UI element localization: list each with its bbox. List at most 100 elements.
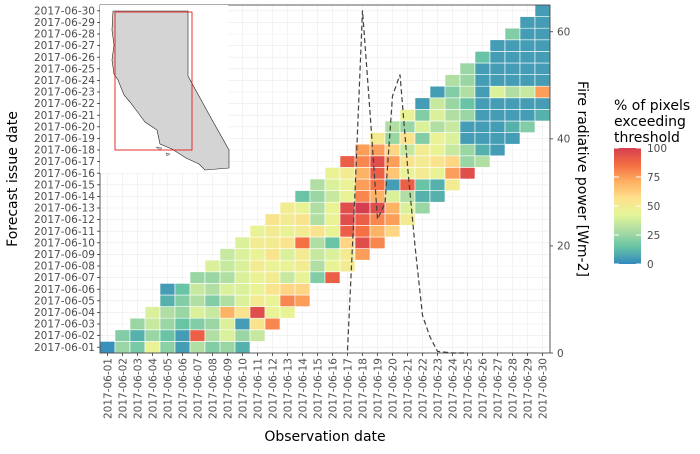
heatmap-cell <box>444 120 461 133</box>
heatmap-cell <box>414 190 431 203</box>
heatmap-cell <box>384 120 401 133</box>
x-tick-label: 2017-06-08 <box>207 358 219 419</box>
heatmap-cell <box>309 259 326 273</box>
heatmap-cell <box>504 97 521 110</box>
heatmap-cell <box>204 294 221 307</box>
secondary-y-axis: 0 20 40 60 <box>550 27 570 360</box>
heatmap-cell <box>414 97 431 110</box>
heatmap-cell <box>144 341 161 354</box>
heatmap-cell <box>249 317 266 331</box>
heatmap-cell <box>309 190 326 203</box>
heatmap-cell <box>429 85 446 99</box>
heatmap-cell <box>414 132 431 145</box>
heatmap-cell <box>204 259 221 273</box>
heatmap-cell <box>294 213 311 226</box>
heatmap-cell <box>354 190 371 203</box>
heatmap-cell <box>444 109 461 122</box>
x-tick-label: 2017-06-11 <box>252 358 264 419</box>
heatmap-cell <box>324 178 341 191</box>
heatmap-cell <box>384 178 401 191</box>
heatmap-cell <box>339 213 356 226</box>
legend-tick-label: 50 <box>647 201 660 213</box>
heatmap-cell <box>459 97 476 110</box>
heatmap-cell <box>339 259 356 273</box>
heatmap-cell <box>429 97 446 110</box>
heatmap-cell <box>414 155 431 168</box>
y-tick-label: 2017-06-06 <box>34 284 95 296</box>
heatmap-cell <box>459 109 476 122</box>
x-tick-label: 2017-06-13 <box>282 358 294 419</box>
y-tick-label: 2017-06-26 <box>34 52 95 64</box>
heatmap-cell <box>384 143 401 157</box>
heatmap-cell <box>189 317 206 331</box>
heatmap-cell <box>399 190 416 203</box>
heatmap-cell <box>279 225 296 238</box>
legend-title-line-3: threshold <box>614 130 680 146</box>
heatmap-cell <box>114 329 131 342</box>
heatmap-cell <box>219 317 236 331</box>
y-tick-label: 2017-06-29 <box>34 17 95 29</box>
heatmap-cell <box>249 306 266 319</box>
x-tick-label: 2017-06-05 <box>162 358 174 419</box>
heatmap-cell <box>249 225 266 238</box>
y-tick-label: 2017-06-02 <box>34 330 95 342</box>
heatmap-cell <box>309 213 326 226</box>
heatmap-cell <box>264 306 281 319</box>
heatmap-cell <box>384 190 401 203</box>
y2-tick-label: 0 <box>557 348 564 360</box>
california-inset-map <box>100 5 230 173</box>
x-tick-label: 2017-06-23 <box>432 358 444 419</box>
y-tick-label: 2017-06-19 <box>34 133 95 145</box>
x-tick-label: 2017-06-19 <box>372 358 384 419</box>
legend-title-line-1: % of pixels <box>614 98 690 114</box>
y-tick-label: 2017-06-24 <box>34 75 95 87</box>
heatmap-cell <box>474 74 491 87</box>
heatmap-cell <box>189 341 206 354</box>
y-tick-label: 2017-06-23 <box>34 87 95 99</box>
heatmap-cell <box>444 143 461 157</box>
heatmap-cell <box>519 97 536 110</box>
x-tick-label: 2017-06-18 <box>357 358 369 419</box>
heatmap-cell <box>249 248 266 261</box>
heatmap-cell <box>504 62 521 75</box>
heatmap-cell <box>99 341 116 354</box>
heatmap-cell <box>474 85 491 99</box>
heatmap-cell <box>519 39 536 52</box>
heatmap-cell <box>339 190 356 203</box>
heatmap-cells <box>99 4 551 354</box>
region-box <box>114 11 193 151</box>
heatmap-cell <box>519 74 536 87</box>
heatmap-cell <box>234 236 251 249</box>
x-axis-title: Observation date <box>264 429 385 445</box>
heatmap-cell <box>534 62 551 75</box>
heatmap-cell <box>519 16 536 29</box>
heatmap-cell <box>174 329 191 342</box>
y2-tick-label: 20 <box>557 241 570 253</box>
heatmap-cell <box>474 51 491 64</box>
heatmap-cell <box>459 62 476 75</box>
heatmap-cell <box>309 178 326 191</box>
y-tick-label: 2017-06-27 <box>34 40 95 52</box>
x-tick-label: 2017-06-01 <box>102 358 114 419</box>
heatmap-cell <box>264 283 281 296</box>
heatmap-cell <box>144 317 161 331</box>
heatmap-cell <box>534 74 551 87</box>
heatmap-cell <box>504 39 521 52</box>
heatmap-cell <box>474 62 491 75</box>
heatmap-cell <box>339 155 356 168</box>
heatmap-cell <box>204 283 221 296</box>
heatmap-cell <box>504 85 521 99</box>
heatmap-cell <box>324 271 341 284</box>
heatmap-cell <box>489 120 506 133</box>
heatmap-cell <box>459 85 476 99</box>
heatmap-cell <box>354 167 371 180</box>
legend-title-line-2: exceeding <box>614 114 686 130</box>
heatmap-cell <box>294 294 311 307</box>
heatmap-cell <box>354 248 371 261</box>
heatmap-cell <box>234 294 251 307</box>
heatmap-cell <box>174 341 191 354</box>
heatmap-cell <box>279 283 296 296</box>
heatmap-cell <box>444 97 461 110</box>
legend-tick-label: 0 <box>647 259 654 271</box>
y-tick-label: 2017-06-13 <box>34 203 95 215</box>
